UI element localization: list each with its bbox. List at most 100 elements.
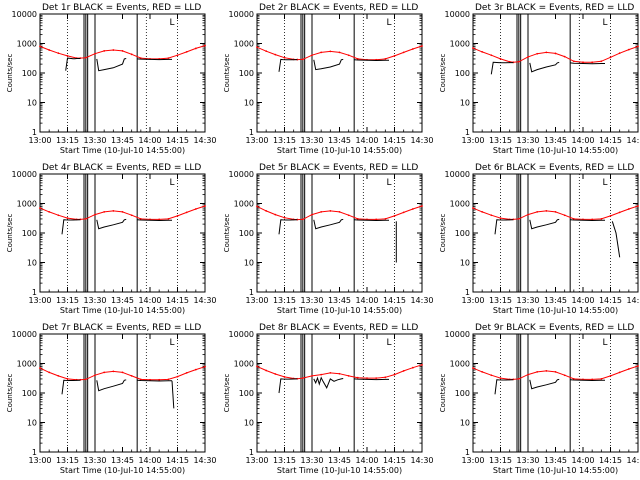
lld-point xyxy=(411,48,414,50)
lld-point xyxy=(527,56,529,58)
x-tick-label: 13:15 xyxy=(56,456,79,465)
y-tick-label: 10000 xyxy=(12,10,37,19)
lld-point xyxy=(329,210,332,212)
lld-series-line xyxy=(256,205,423,221)
x-tick-label: 13:15 xyxy=(489,296,512,305)
y-tick-label: 1 xyxy=(32,128,37,137)
x-tick-label: 14:30 xyxy=(410,456,433,465)
lld-point xyxy=(375,218,378,221)
lld-point xyxy=(57,374,60,377)
y-tick-label: 100 xyxy=(239,69,254,78)
x-axis-label: Start Time (10-Jul-10 14:55:00) xyxy=(277,306,402,315)
lld-point xyxy=(176,375,179,378)
lld-point xyxy=(572,218,575,220)
lld-point xyxy=(121,210,124,213)
lld-point xyxy=(167,378,170,381)
plot-frame xyxy=(256,13,423,133)
x-tick-label: 13:30 xyxy=(516,456,539,465)
lld-point xyxy=(347,54,350,57)
lld-point xyxy=(338,372,341,375)
plot-frame xyxy=(472,13,639,133)
lld-point xyxy=(618,371,621,374)
y-axis-label: Counts/sec xyxy=(6,54,14,93)
x-tick-label: 13:45 xyxy=(328,456,351,465)
events-series-segment xyxy=(313,376,344,389)
x-tick-label: 13:30 xyxy=(83,456,106,465)
lld-point xyxy=(48,371,51,374)
lld-point xyxy=(283,56,286,59)
lld-point xyxy=(517,218,520,220)
y-tick-label: 10 xyxy=(460,259,470,268)
events-series-segment xyxy=(529,378,560,390)
y-tick-label: 10000 xyxy=(445,330,470,339)
lld-point xyxy=(204,205,206,207)
lld-point xyxy=(158,218,161,221)
lld-point xyxy=(139,218,142,220)
y-tick-label: 10 xyxy=(27,259,37,268)
y-tick-label: 1000 xyxy=(234,200,254,209)
lld-series-line xyxy=(472,205,639,220)
lld-point xyxy=(112,370,115,373)
lld-point xyxy=(283,216,286,219)
lld-point xyxy=(311,213,313,216)
marker-label: L xyxy=(386,18,391,28)
lld-point xyxy=(39,367,41,369)
lld-point xyxy=(536,210,539,213)
x-tick-label: 13:15 xyxy=(273,296,296,305)
lld-point xyxy=(627,368,630,370)
x-tick-label: 13:30 xyxy=(83,296,106,305)
lld-point xyxy=(176,54,179,57)
events-series-segment xyxy=(529,61,560,73)
y-tick-label: 10000 xyxy=(12,170,37,179)
events-series-segment xyxy=(570,62,605,65)
lld-point xyxy=(311,54,313,57)
lld-point xyxy=(84,218,87,220)
x-tick-label: 13:15 xyxy=(56,296,79,305)
lld-point xyxy=(481,210,484,213)
x-tick-label: 14:00 xyxy=(138,136,161,145)
y-tick-label: 100 xyxy=(22,389,37,398)
lld-point xyxy=(139,378,142,381)
x-axis-label: Start Time (10-Jul-10 14:55:00) xyxy=(493,466,618,475)
lld-point xyxy=(554,370,557,373)
chart-panel-4: Det 4r BLACK = Events, RED = LLD 1 10 100 10… xyxy=(6,163,217,315)
lld-point xyxy=(609,56,612,59)
y-tick-label: 1000 xyxy=(234,360,254,369)
chart-panel-6: Det 6r BLACK = Events, RED = LLD 1 10 100 10… xyxy=(439,163,640,315)
events-series-segment xyxy=(529,218,560,230)
plot-frame xyxy=(472,173,639,293)
chart-title: Det 2r BLACK = Events, RED = LLD xyxy=(259,3,418,13)
y-tick-label: 100 xyxy=(22,229,37,238)
lld-point xyxy=(356,58,359,60)
x-tick-label: 13:00 xyxy=(28,296,51,305)
x-tick-label: 13:00 xyxy=(28,136,51,145)
lld-point xyxy=(591,378,594,381)
lld-series-line xyxy=(39,205,206,220)
lld-point xyxy=(472,207,474,209)
lld-series-line xyxy=(256,45,423,61)
lld-point xyxy=(545,370,548,372)
lld-point xyxy=(329,372,332,374)
events-series-segment xyxy=(137,58,172,61)
lld-point xyxy=(84,378,87,381)
lld-point xyxy=(329,50,332,53)
lld-point xyxy=(402,370,405,372)
lld-point xyxy=(274,373,277,375)
lld-point xyxy=(103,371,106,374)
events-series-segment xyxy=(96,218,127,230)
lld-series-line xyxy=(256,364,423,380)
x-axis-label: Start Time (10-Jul-10 14:55:00) xyxy=(493,306,618,315)
lld-point xyxy=(39,207,41,209)
lld-point xyxy=(338,51,341,54)
lld-point xyxy=(185,372,188,374)
y-tick-label: 10000 xyxy=(229,330,254,339)
lld-point xyxy=(393,54,396,57)
lld-point xyxy=(347,374,350,377)
events-series-segment xyxy=(313,218,344,230)
lld-point xyxy=(609,214,612,217)
x-tick-label: 13:30 xyxy=(83,136,106,145)
marker-label: L xyxy=(602,178,607,188)
x-tick-label: 14:15 xyxy=(383,296,406,305)
lld-point xyxy=(490,374,493,377)
